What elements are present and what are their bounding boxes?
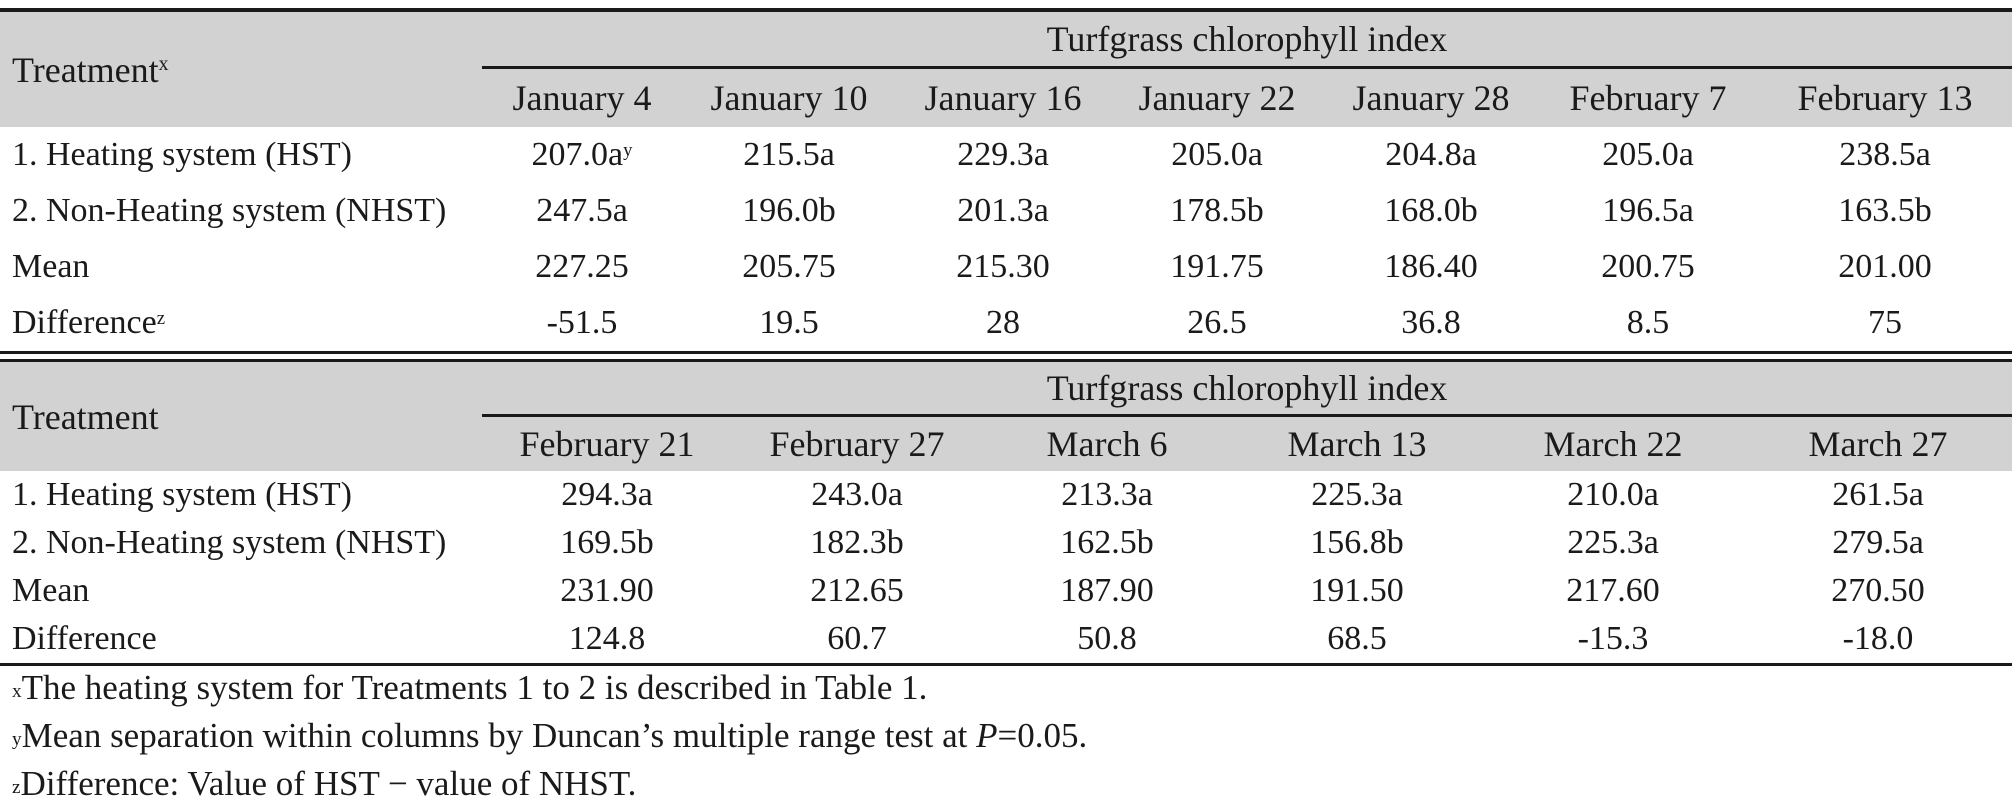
date-header: January 10 xyxy=(710,78,868,118)
table-cell: 178.5b xyxy=(1170,192,1264,229)
table-cell: 207.0ay xyxy=(531,136,633,173)
row-label: 1. Heating system (HST) xyxy=(12,136,352,173)
table-cell: 229.3a xyxy=(957,136,1049,173)
table-cell: 26.5 xyxy=(1187,304,1247,341)
table-cell: 204.8a xyxy=(1385,136,1477,173)
row-label: 2. Non-Heating system (NHST) xyxy=(12,192,447,229)
table-cell: 201.00 xyxy=(1838,248,1932,285)
date-header: March 27 xyxy=(1808,424,1948,464)
table-cell: 191.75 xyxy=(1170,248,1264,285)
table-cell: 215.30 xyxy=(956,248,1050,285)
treatment-header: Treatmentx xyxy=(12,49,169,90)
table-cell: 279.5a xyxy=(1832,524,1924,561)
date-header: February 13 xyxy=(1797,78,1973,118)
table-row: Mean 231.90 212.65 187.90 191.50 217.60 … xyxy=(0,567,2012,615)
row-label: Difference xyxy=(12,620,157,657)
table-cell: 215.5a xyxy=(743,136,835,173)
row-label: Mean xyxy=(12,248,90,285)
date-header: January 16 xyxy=(924,78,1082,118)
table-cell: 75 xyxy=(1868,304,1902,341)
table-cell: 68.5 xyxy=(1327,620,1387,657)
table-cell: 28 xyxy=(986,304,1020,341)
date-header: February 7 xyxy=(1569,78,1727,118)
chlorophyll-table-part2: Treatment Turfgrass chlorophyll index Fe… xyxy=(0,362,2012,666)
table-cell: 36.8 xyxy=(1401,304,1461,341)
row-label: 2. Non-Heating system (NHST) xyxy=(12,524,447,561)
table-cell: 270.50 xyxy=(1831,572,1925,609)
top-rule xyxy=(0,0,2012,12)
table-cell: 243.0a xyxy=(811,476,903,513)
table-cell: 205.0a xyxy=(1602,136,1694,173)
table-cell: 162.5b xyxy=(1060,524,1154,561)
date-header: February 27 xyxy=(769,424,945,464)
table-cell: 247.5a xyxy=(536,192,628,229)
table-cell: 8.5 xyxy=(1626,304,1670,341)
footnote-z: zDifference: Value of HST − value of NHS… xyxy=(12,764,637,803)
date-header: January 28 xyxy=(1352,78,1510,118)
footnotes: xThe heating system for Treatments 1 to … xyxy=(12,664,1087,808)
date-header: March 22 xyxy=(1543,424,1683,464)
table-cell: -15.3 xyxy=(1577,620,1649,657)
table-cell: 261.5a xyxy=(1832,476,1924,513)
table-row: 1. Heating system (HST) 207.0ay 215.5a 2… xyxy=(0,127,2012,183)
date-header: January 4 xyxy=(512,78,652,118)
table-cell: 19.5 xyxy=(759,304,819,341)
chlorophyll-table-part1: Treatmentx Turfgrass chlorophyll index J… xyxy=(0,12,2012,362)
table-row: 2. Non-Heating system (NHST) 247.5a 196.… xyxy=(0,183,2012,239)
table-cell: 187.90 xyxy=(1060,572,1154,609)
table-cell: 201.3a xyxy=(957,192,1049,229)
table-row: Differencez -51.5 19.5 28 26.5 36.8 8.5 … xyxy=(0,295,2012,353)
footnote-y: yMean separation within columns by Dunca… xyxy=(12,716,1088,755)
treatment-header: Treatment xyxy=(12,396,159,437)
table-cell: 169.5b xyxy=(560,524,654,561)
date-header: March 6 xyxy=(1046,424,1168,464)
row-label: Mean xyxy=(12,572,90,609)
table-cell: 225.3a xyxy=(1567,524,1659,561)
table-cell: 205.75 xyxy=(742,248,836,285)
table-row: 1. Heating system (HST) 294.3a 243.0a 21… xyxy=(0,471,2012,519)
table-cell: 200.75 xyxy=(1601,248,1695,285)
table-cell: 231.90 xyxy=(560,572,654,609)
table-cell: 227.25 xyxy=(535,248,629,285)
footnote-x: xThe heating system for Treatments 1 to … xyxy=(12,668,928,707)
table-cell: 124.8 xyxy=(568,620,646,657)
table-cell: 186.40 xyxy=(1384,248,1478,285)
group-header: Turfgrass chlorophyll index xyxy=(482,362,2012,417)
group-header: Turfgrass chlorophyll index xyxy=(482,12,2012,69)
table-cell: 168.0b xyxy=(1384,192,1478,229)
table-cell: 60.7 xyxy=(827,620,887,657)
table-cell: 163.5b xyxy=(1838,192,1932,229)
table-cell: 213.3a xyxy=(1061,476,1153,513)
table-cell: 238.5a xyxy=(1839,136,1931,173)
table-cell: 212.65 xyxy=(810,572,904,609)
table-cell: 196.0b xyxy=(742,192,836,229)
table-cell: 191.50 xyxy=(1310,572,1404,609)
date-header: March 13 xyxy=(1287,424,1427,464)
date-header: January 22 xyxy=(1138,78,1296,118)
table-cell: -51.5 xyxy=(546,304,618,341)
table-cell: 210.0a xyxy=(1567,476,1659,513)
table-cell: 156.8b xyxy=(1310,524,1404,561)
table-row: Difference 124.8 60.7 50.8 68.5 -15.3 -1… xyxy=(0,615,2012,665)
table-cell: 217.60 xyxy=(1566,572,1660,609)
table-cell: 205.0a xyxy=(1171,136,1263,173)
date-header: February 21 xyxy=(519,424,695,464)
table-cell: 225.3a xyxy=(1311,476,1403,513)
table-cell: -18.0 xyxy=(1842,620,1914,657)
table-cell: 294.3a xyxy=(561,476,653,513)
row-label: Differencez xyxy=(12,304,166,341)
table-row: 2. Non-Heating system (NHST) 169.5b 182.… xyxy=(0,519,2012,567)
table-row: Mean 227.25 205.75 215.30 191.75 186.40 … xyxy=(0,239,2012,295)
table-cell: 182.3b xyxy=(810,524,904,561)
results-table-container: Treatmentx Turfgrass chlorophyll index J… xyxy=(0,0,2012,666)
table-cell: 50.8 xyxy=(1077,620,1137,657)
row-label: 1. Heating system (HST) xyxy=(12,476,352,513)
table-cell: 196.5a xyxy=(1602,192,1694,229)
table-separator xyxy=(0,351,2012,362)
